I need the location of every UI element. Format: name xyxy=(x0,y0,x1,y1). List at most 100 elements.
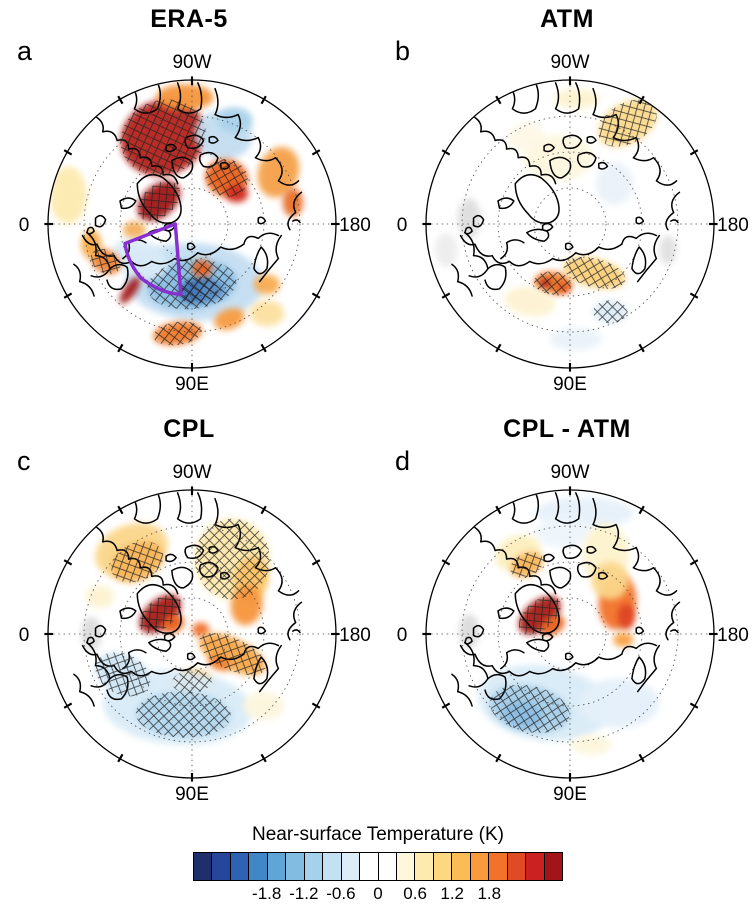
study-region-box xyxy=(123,222,183,297)
colorbar-cell xyxy=(395,853,415,880)
significance-hatching xyxy=(120,99,206,176)
significance-hatching xyxy=(95,652,151,697)
colorbar-block: Near-surface Temperature (K) -1.8 -1.2 -0.… xyxy=(0,824,756,904)
significance-hatching xyxy=(199,633,266,676)
edge-ticks xyxy=(44,486,340,782)
edge-ticks xyxy=(422,486,718,782)
edge-ticks xyxy=(44,76,340,372)
colorbar-cell xyxy=(359,853,378,880)
anomaly-blob xyxy=(214,308,245,330)
panel-a-title: ERA-5 xyxy=(150,5,228,33)
colorbar-cell xyxy=(211,853,230,880)
map-panel-c: 90W 90E 0 180 xyxy=(19,462,371,805)
colorbar-tick-label: -0.6 xyxy=(326,884,356,903)
colorbar-cell xyxy=(451,853,470,880)
anomaly-blob xyxy=(217,107,253,134)
colorbar-tick-labels: -1.8 -1.2 -0.6 0 0.6 1.2 1.8 xyxy=(193,884,564,904)
axis-label-top: 90W xyxy=(172,52,211,73)
colorbar-tick-label: 1.8 xyxy=(477,884,502,903)
panel-b-letter: b xyxy=(395,36,411,66)
figure-panels-grid: ERA-5 a 90W 90E 0 180 ATM b 90W 90E 0 180 CPL … xyxy=(0,0,756,820)
panel-b: ATM b 90W 90E 0 180 xyxy=(378,0,756,410)
colorbar-cell xyxy=(488,853,507,880)
panel-c-letter: c xyxy=(17,446,31,476)
anomaly-blob xyxy=(434,232,458,268)
colorbar-cell xyxy=(432,853,452,880)
anomaly-blob xyxy=(617,603,635,630)
edge-ticks xyxy=(422,76,718,372)
axis-label-right: 180 xyxy=(339,215,371,236)
significance-hatching xyxy=(139,594,182,634)
colorbar-cell xyxy=(194,853,212,880)
colorbar-cell xyxy=(285,853,304,880)
colorbar-tick-label: 0 xyxy=(373,884,383,903)
axis-label-right: 180 xyxy=(717,215,749,236)
colorbar-cell xyxy=(525,853,544,880)
anomaly-blob xyxy=(508,123,546,152)
panel-d: CPL - ATM d 90W 90E 0 180 xyxy=(378,410,756,820)
significance-hatching xyxy=(510,552,544,578)
anomaly-blob xyxy=(659,235,677,265)
panel-d-title: CPL - ATM xyxy=(503,415,631,443)
axis-label-left: 0 xyxy=(397,625,408,646)
anomaly-blob xyxy=(571,734,612,755)
significance-hatching xyxy=(90,248,121,275)
anomaly-blob xyxy=(549,327,602,351)
colorbar-cell xyxy=(414,853,433,880)
colorbar-tick-label: 1.2 xyxy=(440,884,465,903)
colorbar-cell xyxy=(322,853,341,880)
panel-a-letter: a xyxy=(17,36,33,66)
axis-label-right: 180 xyxy=(339,625,371,646)
anomaly-blob xyxy=(119,276,141,304)
significance-hatching xyxy=(137,181,181,221)
axis-label-left: 0 xyxy=(19,215,30,236)
anomaly-blob xyxy=(578,678,660,728)
axis-label-top: 90W xyxy=(172,462,211,483)
colorbar-tick-label: 0.6 xyxy=(403,884,427,903)
significance-hatching xyxy=(598,99,657,147)
colorbar-tick-label: -1.8 xyxy=(252,884,282,903)
panel-a: ERA-5 a 90W 90E 0 180 xyxy=(0,0,378,410)
anomaly-blob xyxy=(282,188,303,217)
anomaly-blob xyxy=(504,286,556,317)
anomaly-blob xyxy=(595,162,634,206)
significance-hatching xyxy=(518,596,561,635)
colorbar-cell xyxy=(377,853,396,880)
anomaly-blob xyxy=(122,221,146,239)
colorbar-cell xyxy=(229,853,249,880)
significance-hatching xyxy=(194,518,270,600)
panel-c-title: CPL xyxy=(163,415,215,443)
colorbar-cell xyxy=(266,853,286,880)
colorbar-cell xyxy=(303,853,323,880)
significance-hatching xyxy=(489,684,570,733)
panel-c: CPL c 90W 90E 0 180 xyxy=(0,410,378,820)
anomaly-blob xyxy=(243,691,285,721)
anomaly-blob xyxy=(49,166,87,224)
axis-label-left: 0 xyxy=(397,215,408,236)
anomaly-blob xyxy=(613,632,634,647)
axis-label-top: 90W xyxy=(550,52,589,73)
significance-hatching xyxy=(177,277,218,304)
colorbar-cell xyxy=(506,853,526,880)
axis-label-bottom: 90E xyxy=(175,784,209,805)
axis-label-top: 90W xyxy=(550,462,589,483)
panel-d-letter: d xyxy=(395,446,411,476)
anomaly-blob xyxy=(459,613,480,649)
significance-hatching xyxy=(534,271,572,295)
colorbar-cell xyxy=(543,853,563,880)
colorbar-cell xyxy=(340,853,360,880)
axis-label-left: 0 xyxy=(19,625,30,646)
colorbar-title: Near-surface Temperature (K) xyxy=(251,824,505,845)
axis-label-bottom: 90E xyxy=(553,374,587,395)
significance-hatching xyxy=(563,257,626,289)
anomaly-blob xyxy=(457,198,481,239)
axis-label-bottom: 90E xyxy=(175,374,209,395)
significance-hatching xyxy=(593,300,628,324)
colorbar-cell xyxy=(469,853,489,880)
significance-hatching xyxy=(153,321,202,346)
significance-hatching xyxy=(171,669,213,694)
panel-b-title: ATM xyxy=(540,5,594,33)
map-panel-d: 90W 90E 0 180 xyxy=(397,462,749,805)
anomaly-blob xyxy=(534,518,592,548)
significance-hatching xyxy=(111,541,164,583)
